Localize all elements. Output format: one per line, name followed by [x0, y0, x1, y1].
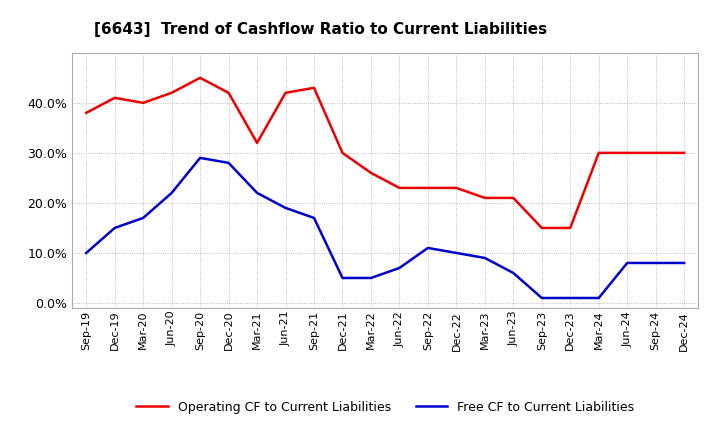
Text: [6643]  Trend of Cashflow Ratio to Current Liabilities: [6643] Trend of Cashflow Ratio to Curren…	[94, 22, 546, 37]
Operating CF to Current Liabilities	[82, 110, 91, 115]
Operating CF to Current Liabilities	[395, 185, 404, 191]
Free CF to Current Liabilities	[366, 275, 375, 281]
Free CF to Current Liabilities	[253, 190, 261, 195]
Free CF to Current Liabilities	[423, 246, 432, 251]
Free CF to Current Liabilities	[395, 265, 404, 271]
Free CF to Current Liabilities	[452, 250, 461, 256]
Operating CF to Current Liabilities	[338, 150, 347, 155]
Free CF to Current Liabilities	[196, 155, 204, 161]
Operating CF to Current Liabilities	[652, 150, 660, 155]
Free CF to Current Liabilities	[167, 190, 176, 195]
Operating CF to Current Liabilities	[680, 150, 688, 155]
Operating CF to Current Liabilities	[623, 150, 631, 155]
Free CF to Current Liabilities	[338, 275, 347, 281]
Operating CF to Current Liabilities	[566, 225, 575, 231]
Free CF to Current Liabilities	[623, 260, 631, 266]
Operating CF to Current Liabilities	[196, 75, 204, 81]
Free CF to Current Liabilities	[652, 260, 660, 266]
Free CF to Current Liabilities	[595, 295, 603, 301]
Operating CF to Current Liabilities	[139, 100, 148, 106]
Legend: Operating CF to Current Liabilities, Free CF to Current Liabilities: Operating CF to Current Liabilities, Fre…	[131, 396, 639, 419]
Operating CF to Current Liabilities	[423, 185, 432, 191]
Free CF to Current Liabilities	[537, 295, 546, 301]
Line: Free CF to Current Liabilities: Free CF to Current Liabilities	[86, 158, 684, 298]
Operating CF to Current Liabilities	[310, 85, 318, 91]
Line: Operating CF to Current Liabilities: Operating CF to Current Liabilities	[86, 78, 684, 228]
Operating CF to Current Liabilities	[509, 195, 518, 201]
Free CF to Current Liabilities	[110, 225, 119, 231]
Operating CF to Current Liabilities	[452, 185, 461, 191]
Free CF to Current Liabilities	[680, 260, 688, 266]
Free CF to Current Liabilities	[139, 215, 148, 220]
Free CF to Current Liabilities	[566, 295, 575, 301]
Operating CF to Current Liabilities	[167, 90, 176, 95]
Free CF to Current Liabilities	[310, 215, 318, 220]
Operating CF to Current Liabilities	[225, 90, 233, 95]
Free CF to Current Liabilities	[225, 160, 233, 165]
Operating CF to Current Liabilities	[366, 170, 375, 176]
Operating CF to Current Liabilities	[282, 90, 290, 95]
Operating CF to Current Liabilities	[537, 225, 546, 231]
Operating CF to Current Liabilities	[480, 195, 489, 201]
Free CF to Current Liabilities	[509, 270, 518, 275]
Operating CF to Current Liabilities	[253, 140, 261, 146]
Free CF to Current Liabilities	[82, 250, 91, 256]
Operating CF to Current Liabilities	[595, 150, 603, 155]
Free CF to Current Liabilities	[480, 255, 489, 260]
Free CF to Current Liabilities	[282, 205, 290, 211]
Operating CF to Current Liabilities	[110, 95, 119, 100]
